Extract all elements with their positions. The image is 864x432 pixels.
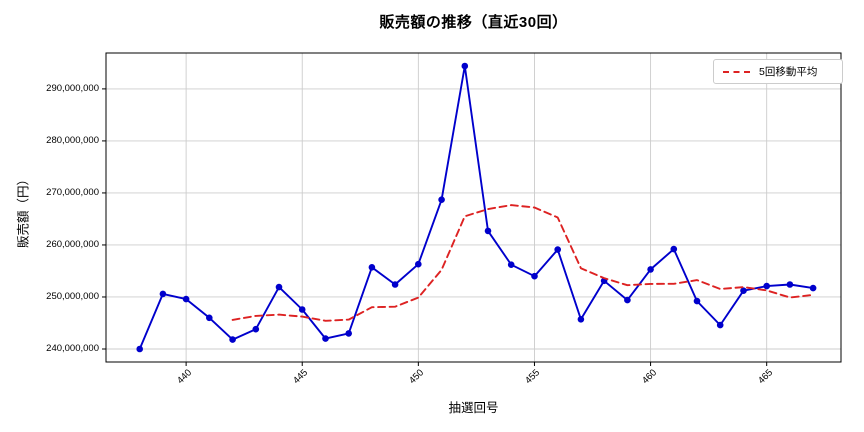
sales-data-point bbox=[415, 260, 422, 268]
sales-series-line bbox=[138, 65, 815, 350]
sales-data-point bbox=[693, 297, 701, 305]
x-axis-label: 抽選回号 bbox=[448, 401, 499, 415]
sales-data-point bbox=[577, 316, 585, 323]
legend-label: 5回移動平均 bbox=[759, 66, 818, 78]
sales-data-point bbox=[391, 281, 399, 288]
sales-data-point bbox=[484, 227, 492, 235]
sales-data-point bbox=[252, 325, 260, 333]
y-tick-label: 260,000,000 bbox=[46, 238, 99, 250]
y-tick-label: 280,000,000 bbox=[46, 134, 99, 146]
sales-data-point bbox=[647, 266, 654, 273]
y-tick-label: 250,000,000 bbox=[46, 290, 99, 302]
sales-data-point bbox=[809, 284, 817, 292]
sales-data-point bbox=[763, 282, 770, 290]
y-tick-label: 270,000,000 bbox=[46, 186, 99, 198]
sales-data-point bbox=[786, 281, 794, 288]
chart-title: 販売額の推移（直近30回） bbox=[379, 14, 568, 31]
sales-data-point bbox=[670, 245, 678, 253]
moving-average-line bbox=[231, 204, 815, 322]
sales-data-point bbox=[531, 272, 538, 280]
sales-data-point bbox=[182, 295, 190, 303]
sales-data-point bbox=[345, 330, 353, 337]
sales-data-point bbox=[554, 246, 561, 253]
sales-data-point bbox=[136, 345, 143, 353]
sales-data-point bbox=[298, 306, 306, 313]
sales-data-point bbox=[624, 296, 631, 304]
sales-data-point bbox=[368, 264, 376, 271]
plot-frame bbox=[105, 52, 842, 363]
y-tick-label: 240,000,000 bbox=[46, 342, 99, 354]
sales-data-point bbox=[159, 290, 167, 298]
sales-data-point bbox=[275, 283, 283, 291]
sales-data-point bbox=[229, 336, 236, 343]
y-tick-label: 290,000,000 bbox=[46, 82, 99, 94]
sales-data-point bbox=[461, 62, 469, 70]
legend: 5回移動平均 bbox=[713, 59, 843, 84]
sales-data-point bbox=[507, 261, 515, 269]
sales-data-point bbox=[322, 335, 329, 342]
moving-average-legend-swatch bbox=[723, 70, 750, 73]
sales-data-point bbox=[438, 196, 445, 203]
sales-data-point bbox=[716, 321, 724, 329]
sales-data-point bbox=[740, 287, 747, 295]
sales-data-point bbox=[206, 314, 213, 322]
